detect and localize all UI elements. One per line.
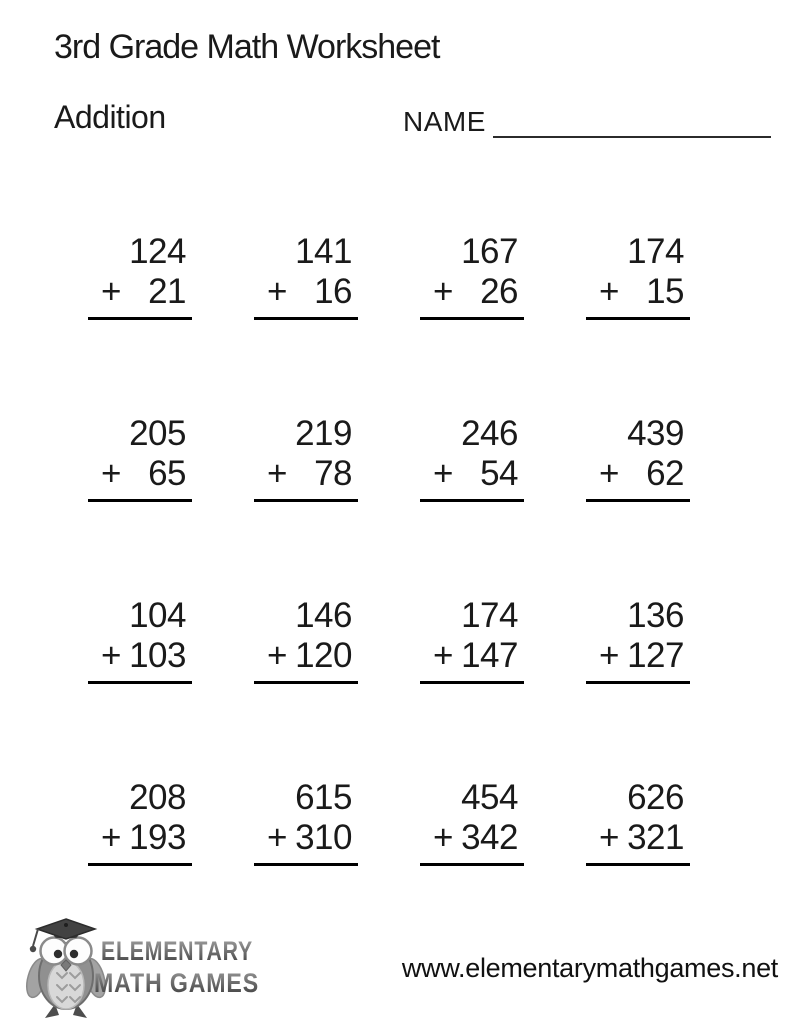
plus-operator: + xyxy=(599,636,619,675)
addend-bottom: 21 xyxy=(148,272,186,311)
plus-operator: + xyxy=(599,818,619,857)
addend-top: 615 xyxy=(295,778,352,817)
addition-problem: 104 + 103 xyxy=(88,596,192,684)
section-title: Addition xyxy=(54,99,166,135)
plus-operator: + xyxy=(433,272,453,311)
addend-top: 174 xyxy=(627,232,684,271)
answer-line xyxy=(254,863,358,866)
answer-line xyxy=(420,681,524,684)
addition-problem: 167 + 26 xyxy=(420,232,524,320)
answer-line xyxy=(586,499,690,502)
name-blank-line xyxy=(492,106,771,138)
addition-problem: 146 + 120 xyxy=(254,596,358,684)
answer-line xyxy=(254,317,358,320)
addend-top: 439 xyxy=(627,414,684,453)
name-label: NAME xyxy=(403,106,486,137)
addition-problem: 454 + 342 xyxy=(420,778,524,866)
addend-bottom: 321 xyxy=(627,818,684,857)
addend-top: 208 xyxy=(129,778,186,817)
plus-operator: + xyxy=(599,454,619,493)
addend-bottom: 342 xyxy=(461,818,518,857)
plus-operator: + xyxy=(433,636,453,675)
addend-bottom: 78 xyxy=(314,454,352,493)
plus-operator: + xyxy=(267,272,287,311)
website-url: www.elementarymathgames.net xyxy=(401,953,778,983)
logo-text-line1: ELEMENTARY xyxy=(101,936,253,966)
plus-operator: + xyxy=(267,636,287,675)
addend-top: 124 xyxy=(129,232,186,271)
answer-line xyxy=(88,499,192,502)
answer-line xyxy=(88,681,192,684)
plus-operator: + xyxy=(101,636,121,675)
addend-bottom: 54 xyxy=(480,454,518,493)
addend-bottom: 127 xyxy=(627,636,684,675)
answer-line xyxy=(586,317,690,320)
owl-graduate-mascot-icon: ELEMENTARY MATH GAMES xyxy=(25,918,259,1018)
addend-bottom: 65 xyxy=(148,454,186,493)
addend-top: 626 xyxy=(627,778,684,817)
page-title: 3rd Grade Math Worksheet xyxy=(54,28,440,66)
addition-problem: 141 + 16 xyxy=(254,232,358,320)
addend-bottom: 62 xyxy=(646,454,684,493)
addend-top: 219 xyxy=(295,414,352,453)
addend-bottom: 26 xyxy=(480,272,518,311)
problems-grid: 124 + 21 141 + 16 167 + 26 174 xyxy=(88,232,690,866)
addend-top: 174 xyxy=(461,596,518,635)
answer-line xyxy=(420,863,524,866)
plus-operator: + xyxy=(433,818,453,857)
logo-text-line2: MATH GAMES xyxy=(94,968,259,998)
answer-line xyxy=(254,499,358,502)
plus-operator: + xyxy=(101,272,121,311)
addend-bottom: 103 xyxy=(129,636,186,675)
name-area: NAME xyxy=(403,106,771,138)
answer-line xyxy=(420,317,524,320)
answer-line xyxy=(88,317,192,320)
plus-operator: + xyxy=(101,818,121,857)
addend-top: 454 xyxy=(461,778,518,817)
addition-problem: 205 + 65 xyxy=(88,414,192,502)
answer-line xyxy=(586,863,690,866)
addition-problem: 219 + 78 xyxy=(254,414,358,502)
addend-top: 246 xyxy=(461,414,518,453)
addend-top: 104 xyxy=(129,596,186,635)
answer-line xyxy=(420,499,524,502)
answer-line xyxy=(254,681,358,684)
addend-bottom: 310 xyxy=(295,818,352,857)
answer-line xyxy=(586,681,690,684)
addend-bottom: 147 xyxy=(461,636,518,675)
addend-top: 167 xyxy=(461,232,518,271)
addition-problem: 615 + 310 xyxy=(254,778,358,866)
addition-problem: 174 + 147 xyxy=(420,596,524,684)
plus-operator: + xyxy=(101,454,121,493)
addition-problem: 246 + 54 xyxy=(420,414,524,502)
addend-top: 141 xyxy=(295,232,352,271)
plus-operator: + xyxy=(599,272,619,311)
addend-top: 205 xyxy=(129,414,186,453)
addend-top: 136 xyxy=(627,596,684,635)
addition-problem: 136 + 127 xyxy=(586,596,690,684)
plus-operator: + xyxy=(433,454,453,493)
logo: ELEMENTARY MATH GAMES xyxy=(24,916,264,1024)
plus-operator: + xyxy=(267,454,287,493)
addend-bottom: 15 xyxy=(646,272,684,311)
addition-problem: 439 + 62 xyxy=(586,414,690,502)
addend-top: 146 xyxy=(295,596,352,635)
plus-operator: + xyxy=(267,818,287,857)
addend-bottom: 16 xyxy=(314,272,352,311)
addition-problem: 626 + 321 xyxy=(586,778,690,866)
addition-problem: 124 + 21 xyxy=(88,232,192,320)
answer-line xyxy=(88,863,192,866)
addend-bottom: 193 xyxy=(129,818,186,857)
addition-problem: 208 + 193 xyxy=(88,778,192,866)
addition-problem: 174 + 15 xyxy=(586,232,690,320)
addend-bottom: 120 xyxy=(295,636,352,675)
